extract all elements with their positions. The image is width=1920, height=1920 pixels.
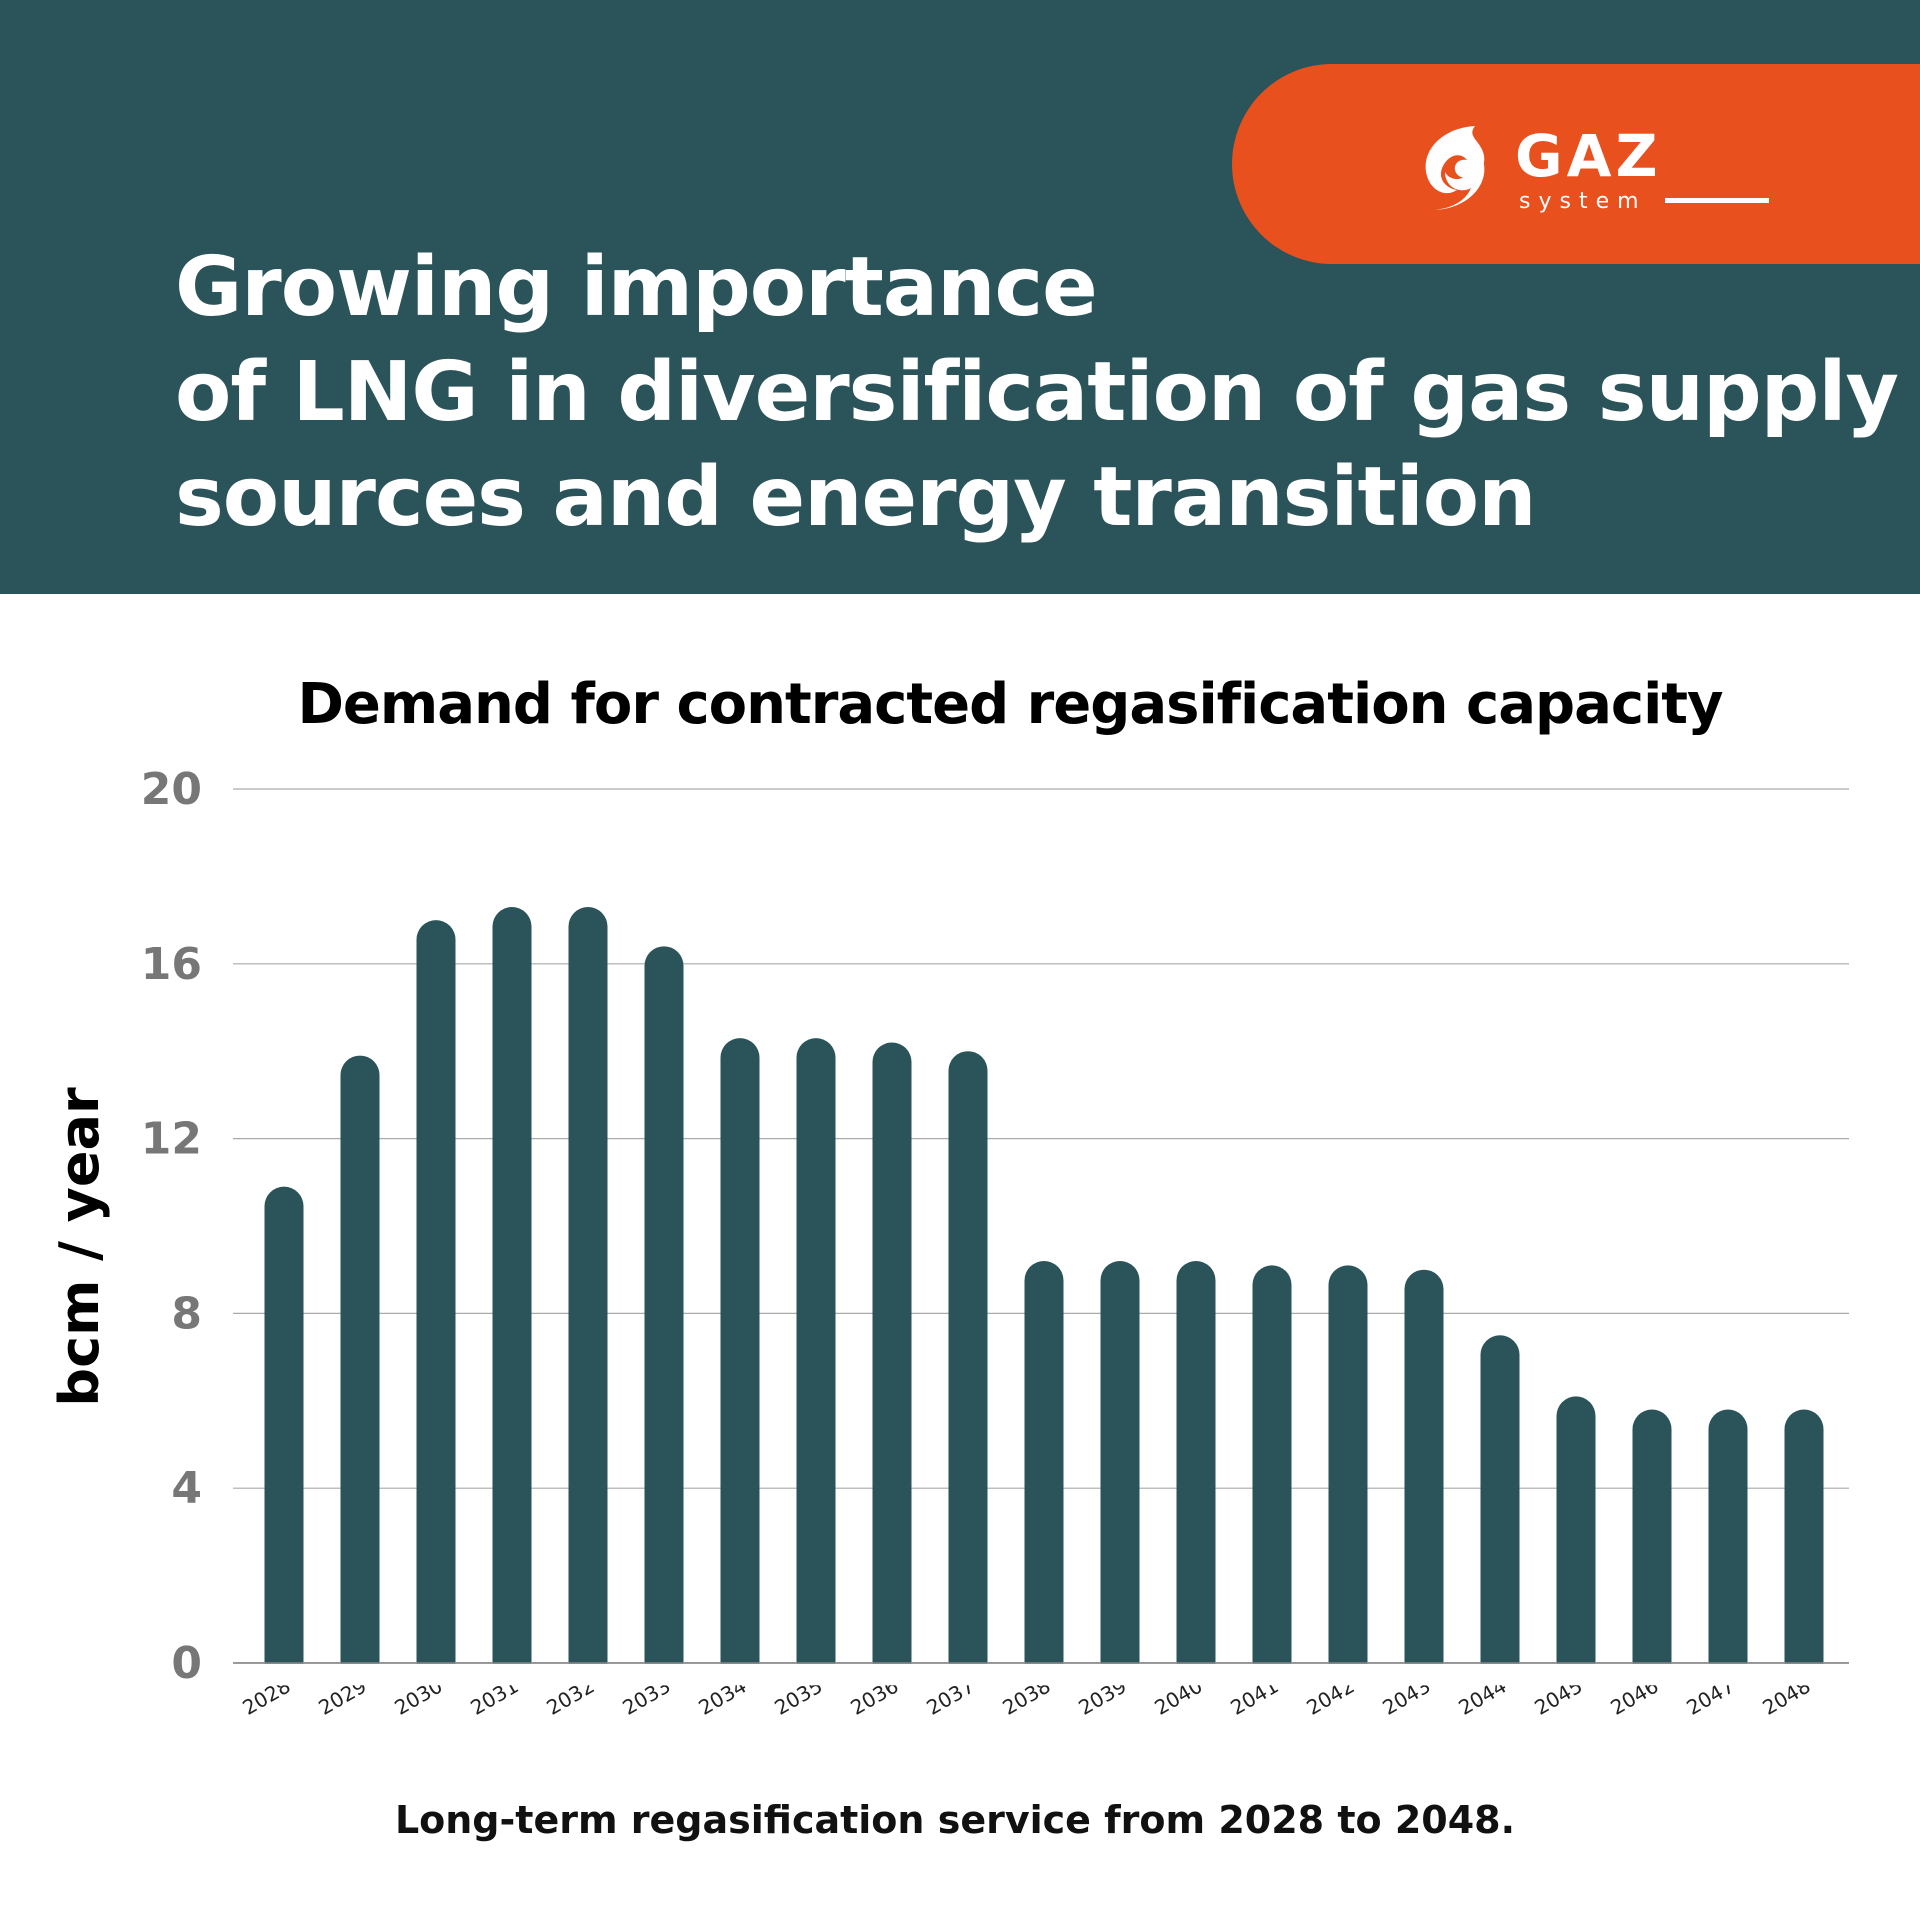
bar-2033: [644, 946, 684, 1683]
svg-text:system: system: [1519, 189, 1647, 214]
logo-pill: [1232, 64, 1920, 264]
bar-2042: [1328, 1265, 1368, 1683]
y-axis-label: bcm / year: [48, 1087, 111, 1407]
y-tick-label: 8: [171, 1288, 202, 1339]
bar-2041: [1252, 1265, 1292, 1683]
bar-2046: [1632, 1409, 1672, 1683]
axis-mask: [213, 1663, 1869, 1686]
title-line: Growing importance: [175, 240, 1098, 335]
bar-2029: [340, 1055, 380, 1683]
bar-2037: [948, 1051, 988, 1683]
bar-2040: [1176, 1260, 1216, 1683]
y-tick-label: 20: [141, 764, 202, 815]
bar-2045: [1556, 1396, 1596, 1683]
bar-2034: [720, 1038, 760, 1683]
bar-2031: [492, 906, 532, 1683]
footer-note: Long-term regasification service from 20…: [394, 1798, 1516, 1842]
bar-2043: [1404, 1269, 1444, 1683]
bar-2048: [1784, 1409, 1824, 1683]
y-tick-label: 0: [171, 1638, 202, 1689]
bar-2030: [416, 920, 456, 1683]
chart-title: Demand for contracted regasification cap…: [297, 672, 1723, 737]
y-tick-label: 16: [141, 939, 202, 990]
bar-2028: [264, 1186, 304, 1683]
bar-2036: [872, 1042, 912, 1683]
bar-2044: [1480, 1335, 1520, 1683]
bar-2038: [1024, 1260, 1064, 1683]
bar-2032: [568, 906, 608, 1683]
bar-2039: [1100, 1260, 1140, 1683]
title-line: sources and energy transition: [175, 450, 1537, 545]
bar-2047: [1708, 1409, 1748, 1683]
header-banner: GAZ system Growing importance of LNG in …: [0, 0, 1920, 594]
y-tick-label: 12: [141, 1114, 202, 1165]
bar-2035: [796, 1038, 836, 1683]
y-tick-label: 4: [171, 1463, 202, 1514]
gaz-system-logo: GAZ system: [1425, 122, 1769, 214]
logo-wordmark: GAZ: [1515, 122, 1662, 190]
page-title: Growing importance of LNG in diversifica…: [175, 235, 1899, 550]
title-line: of LNG in diversification of gas supply: [175, 345, 1899, 440]
